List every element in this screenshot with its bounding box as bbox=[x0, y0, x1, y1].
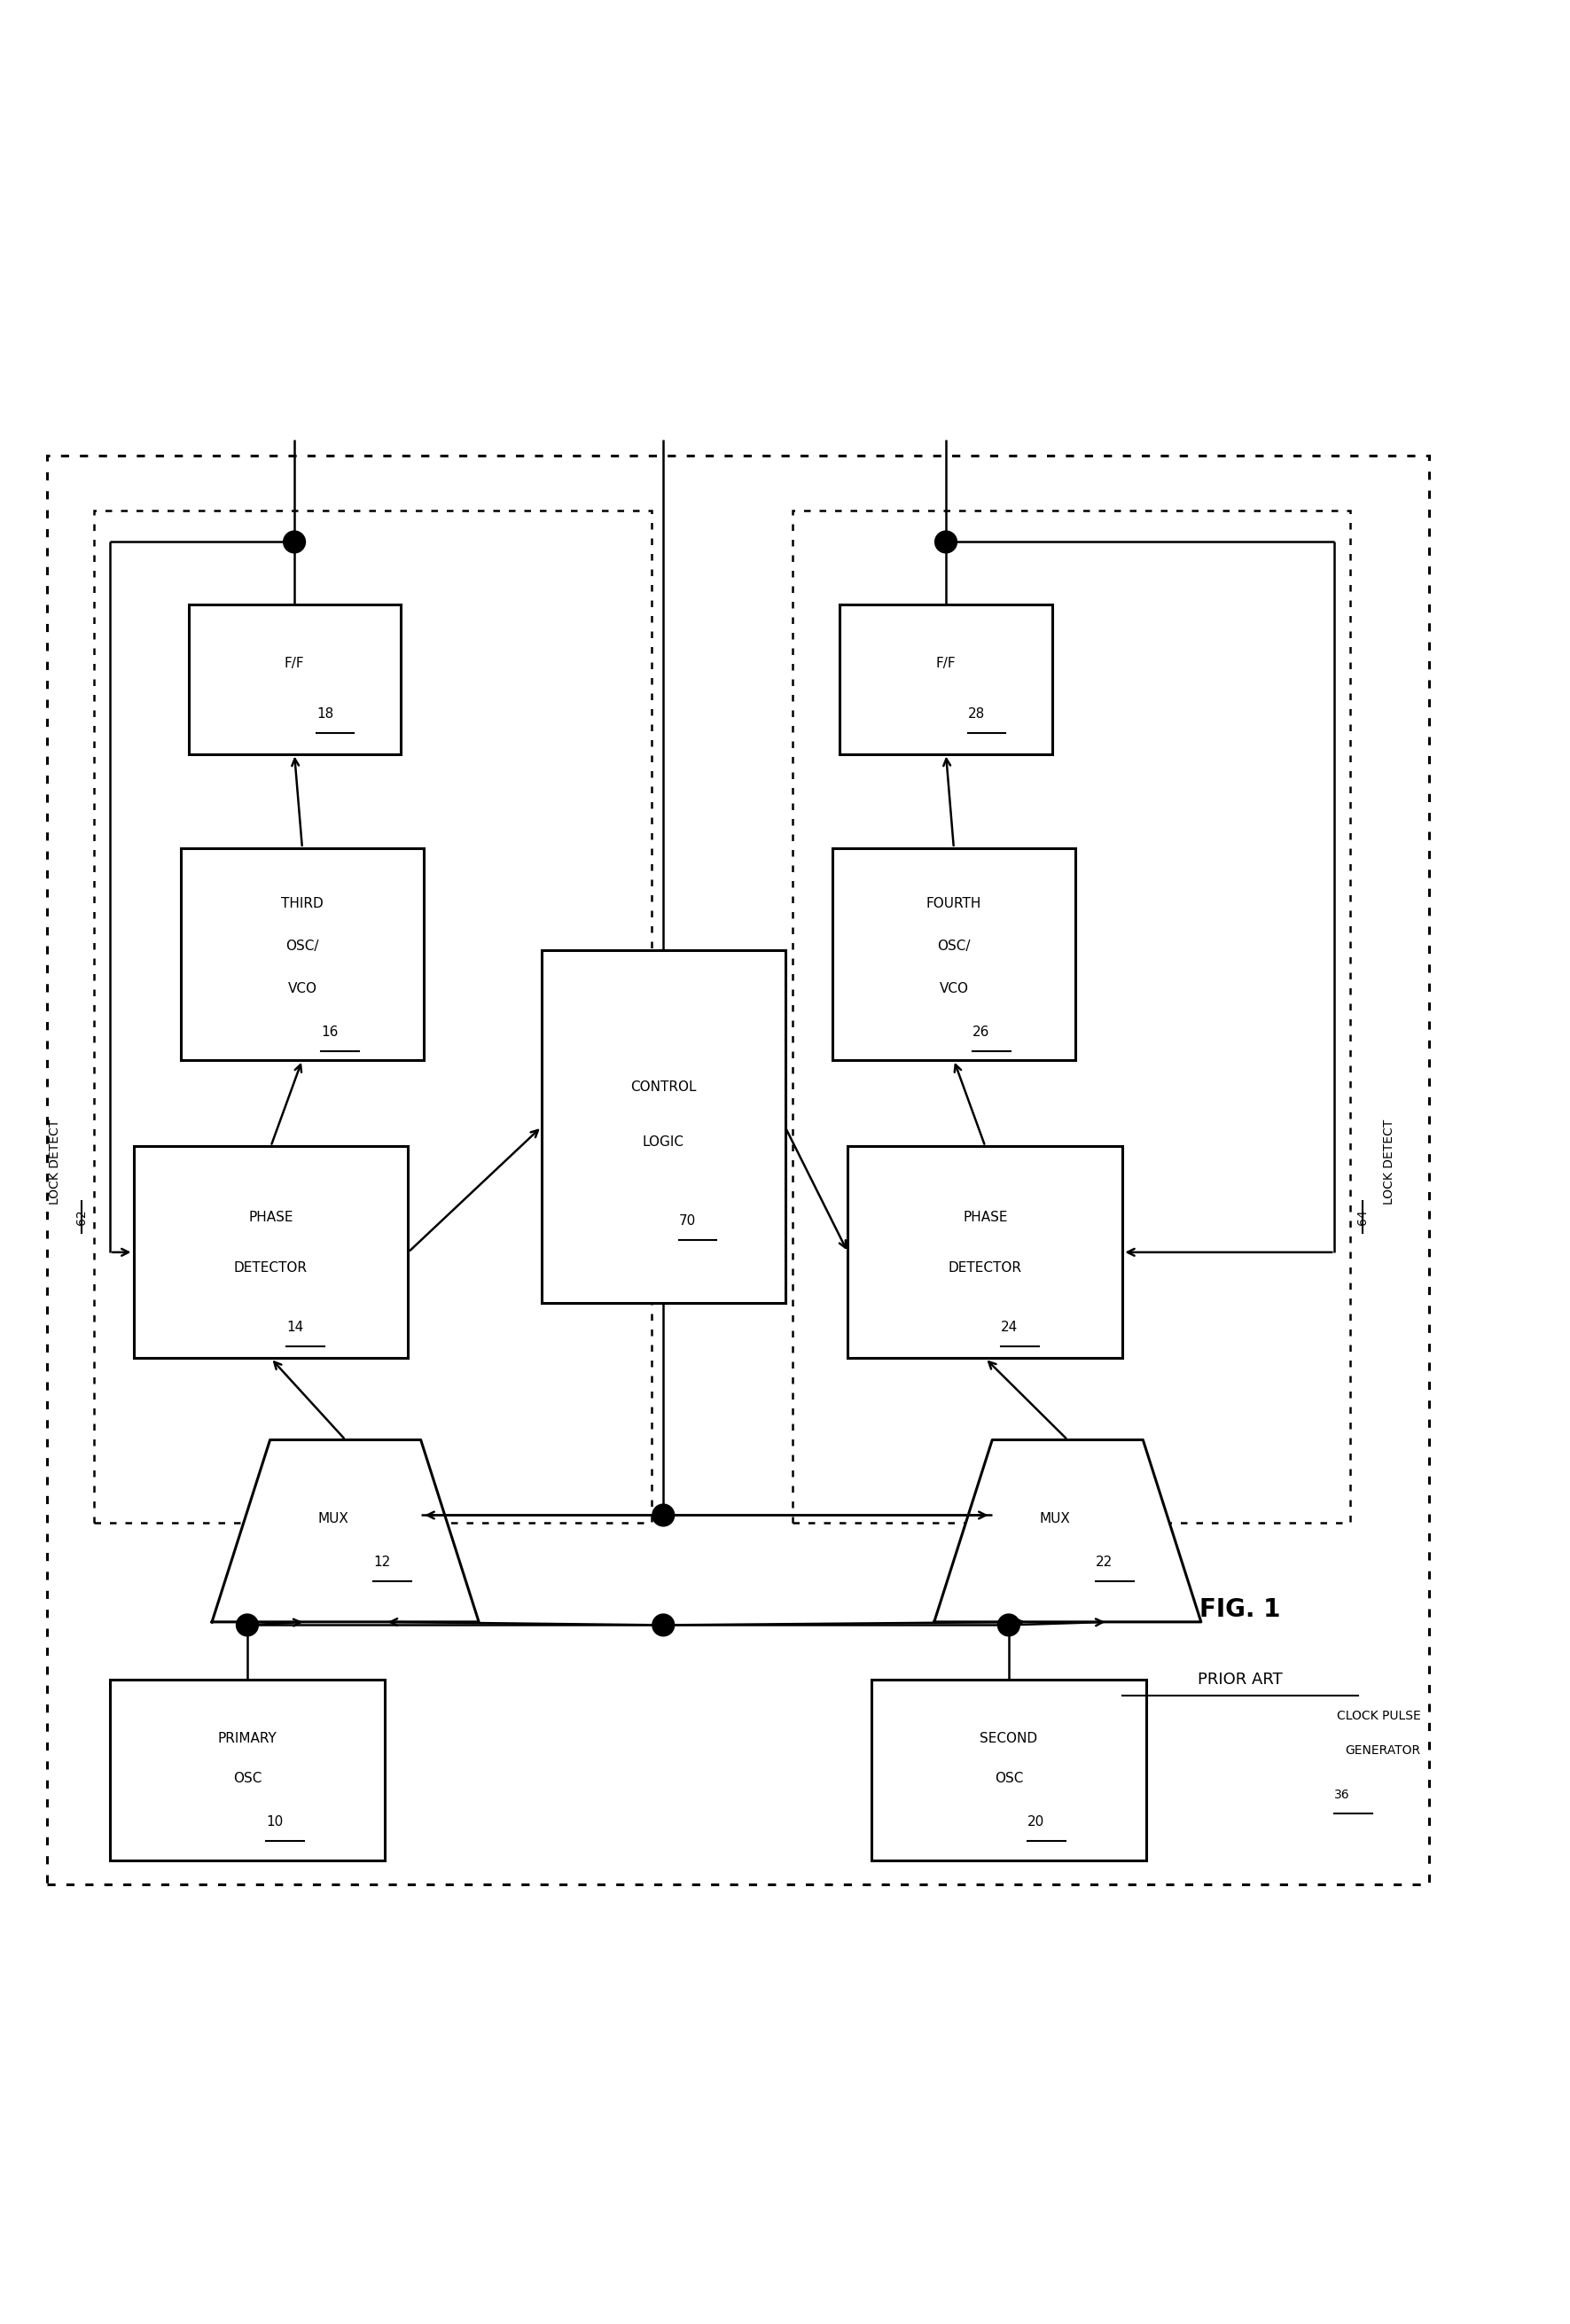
Bar bbox=[848, 1146, 1123, 1357]
Bar bbox=[793, 511, 1350, 1522]
Bar bbox=[832, 848, 1075, 1060]
Text: 22: 22 bbox=[1096, 1555, 1113, 1569]
Bar bbox=[110, 1680, 385, 1862]
Text: F/F: F/F bbox=[284, 658, 305, 669]
Circle shape bbox=[235, 1615, 257, 1636]
Text: PHASE: PHASE bbox=[248, 1211, 294, 1225]
Text: PRIOR ART: PRIOR ART bbox=[1198, 1671, 1283, 1687]
Text: OSC/: OSC/ bbox=[937, 939, 970, 953]
Text: LOCK DETECT: LOCK DETECT bbox=[49, 1120, 61, 1204]
Text: MUX: MUX bbox=[1039, 1511, 1071, 1525]
Text: 26: 26 bbox=[973, 1025, 989, 1039]
Text: 24: 24 bbox=[1002, 1320, 1017, 1334]
Polygon shape bbox=[212, 1441, 479, 1622]
Text: 36: 36 bbox=[1334, 1789, 1350, 1801]
Text: DETECTOR: DETECTOR bbox=[234, 1262, 308, 1274]
Text: VCO: VCO bbox=[939, 983, 969, 995]
Text: CLOCK PULSE: CLOCK PULSE bbox=[1336, 1710, 1421, 1722]
Bar bbox=[871, 1680, 1146, 1862]
Circle shape bbox=[936, 530, 958, 553]
Text: GENERATOR: GENERATOR bbox=[1345, 1745, 1421, 1757]
Polygon shape bbox=[934, 1441, 1201, 1622]
Bar bbox=[133, 1146, 408, 1357]
Text: 64: 64 bbox=[1356, 1208, 1369, 1225]
Text: 70: 70 bbox=[678, 1213, 696, 1227]
Circle shape bbox=[652, 1615, 675, 1636]
Circle shape bbox=[999, 1615, 1020, 1636]
Text: PHASE: PHASE bbox=[962, 1211, 1008, 1225]
Text: 62: 62 bbox=[75, 1208, 88, 1225]
Text: F/F: F/F bbox=[936, 658, 956, 669]
Text: LOGIC: LOGIC bbox=[642, 1136, 685, 1148]
Text: OSC/: OSC/ bbox=[286, 939, 319, 953]
Text: 28: 28 bbox=[967, 706, 984, 720]
Text: 18: 18 bbox=[317, 706, 333, 720]
Text: SECOND: SECOND bbox=[980, 1731, 1038, 1745]
Text: OSC: OSC bbox=[994, 1771, 1024, 1785]
Bar bbox=[840, 604, 1052, 753]
Text: 14: 14 bbox=[286, 1320, 303, 1334]
Text: CONTROL: CONTROL bbox=[630, 1081, 697, 1095]
Text: PRIMARY: PRIMARY bbox=[218, 1731, 276, 1745]
Text: FOURTH: FOURTH bbox=[926, 897, 981, 911]
Bar bbox=[47, 456, 1429, 1885]
Bar bbox=[94, 511, 652, 1522]
Text: LOCK DETECT: LOCK DETECT bbox=[1383, 1120, 1396, 1204]
Text: 10: 10 bbox=[265, 1815, 283, 1829]
Text: OSC: OSC bbox=[232, 1771, 262, 1785]
Circle shape bbox=[283, 530, 305, 553]
Text: 16: 16 bbox=[322, 1025, 338, 1039]
Text: THIRD: THIRD bbox=[281, 897, 323, 911]
Text: MUX: MUX bbox=[317, 1511, 349, 1525]
Bar bbox=[181, 848, 424, 1060]
Circle shape bbox=[652, 1504, 675, 1527]
Bar bbox=[188, 604, 400, 753]
Text: VCO: VCO bbox=[287, 983, 317, 995]
Text: FIG. 1: FIG. 1 bbox=[1199, 1597, 1281, 1622]
Bar bbox=[542, 951, 785, 1304]
Text: DETECTOR: DETECTOR bbox=[948, 1262, 1022, 1274]
Text: 12: 12 bbox=[374, 1555, 391, 1569]
Text: 20: 20 bbox=[1028, 1815, 1044, 1829]
